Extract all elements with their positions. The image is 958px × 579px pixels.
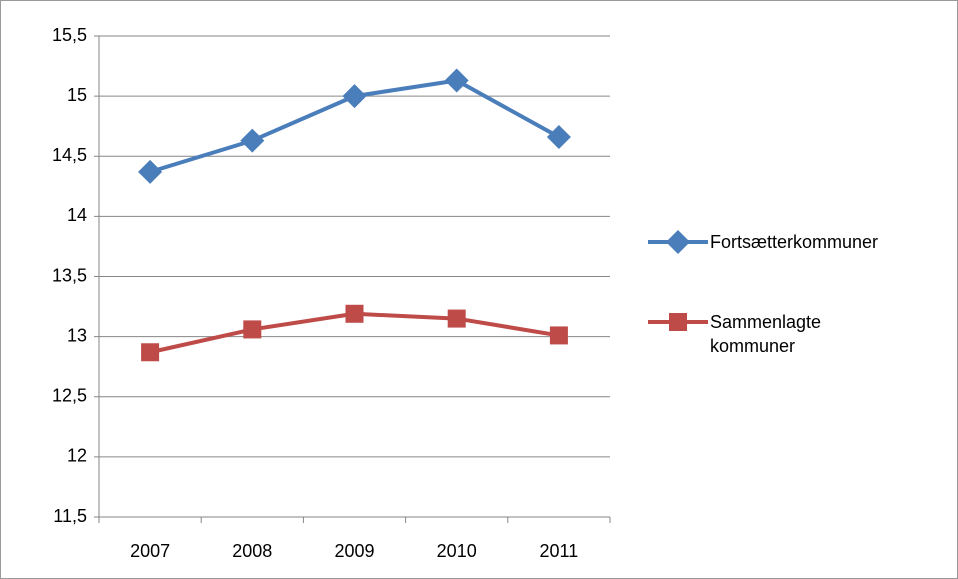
data-point	[549, 326, 568, 345]
x-tick-label: 2007	[130, 541, 170, 561]
x-tick-label: 2011	[540, 541, 579, 561]
data-point	[444, 68, 469, 93]
legend-label: Sammenlagte kommuner	[710, 312, 822, 356]
y-tick-label: 14	[67, 205, 87, 225]
y-tick-label: 11,5	[53, 506, 87, 526]
y-tick-label: 15	[67, 85, 87, 105]
data-point	[447, 309, 466, 328]
legend-marker	[669, 313, 687, 331]
y-tick-label: 15,5	[52, 25, 87, 45]
y-tick-label: 13	[67, 325, 87, 345]
data-point	[342, 84, 367, 109]
data-point	[243, 320, 262, 339]
legend-marker	[666, 230, 690, 254]
x-tick-label: 2008	[232, 541, 272, 561]
x-tick-label: 2010	[437, 541, 477, 561]
y-tick-label: 12	[67, 446, 87, 466]
data-point	[240, 128, 265, 153]
y-tick-label: 12,5	[52, 386, 87, 406]
x-tick-label: 2009	[334, 541, 374, 561]
data-point	[345, 304, 364, 323]
legend-label: Fortsætterkommuner	[710, 232, 879, 252]
data-point	[138, 159, 163, 184]
data-point	[546, 125, 571, 150]
y-tick-label: 14,5	[52, 145, 87, 165]
y-tick-label: 13,5	[52, 265, 87, 285]
data-point	[141, 343, 160, 362]
